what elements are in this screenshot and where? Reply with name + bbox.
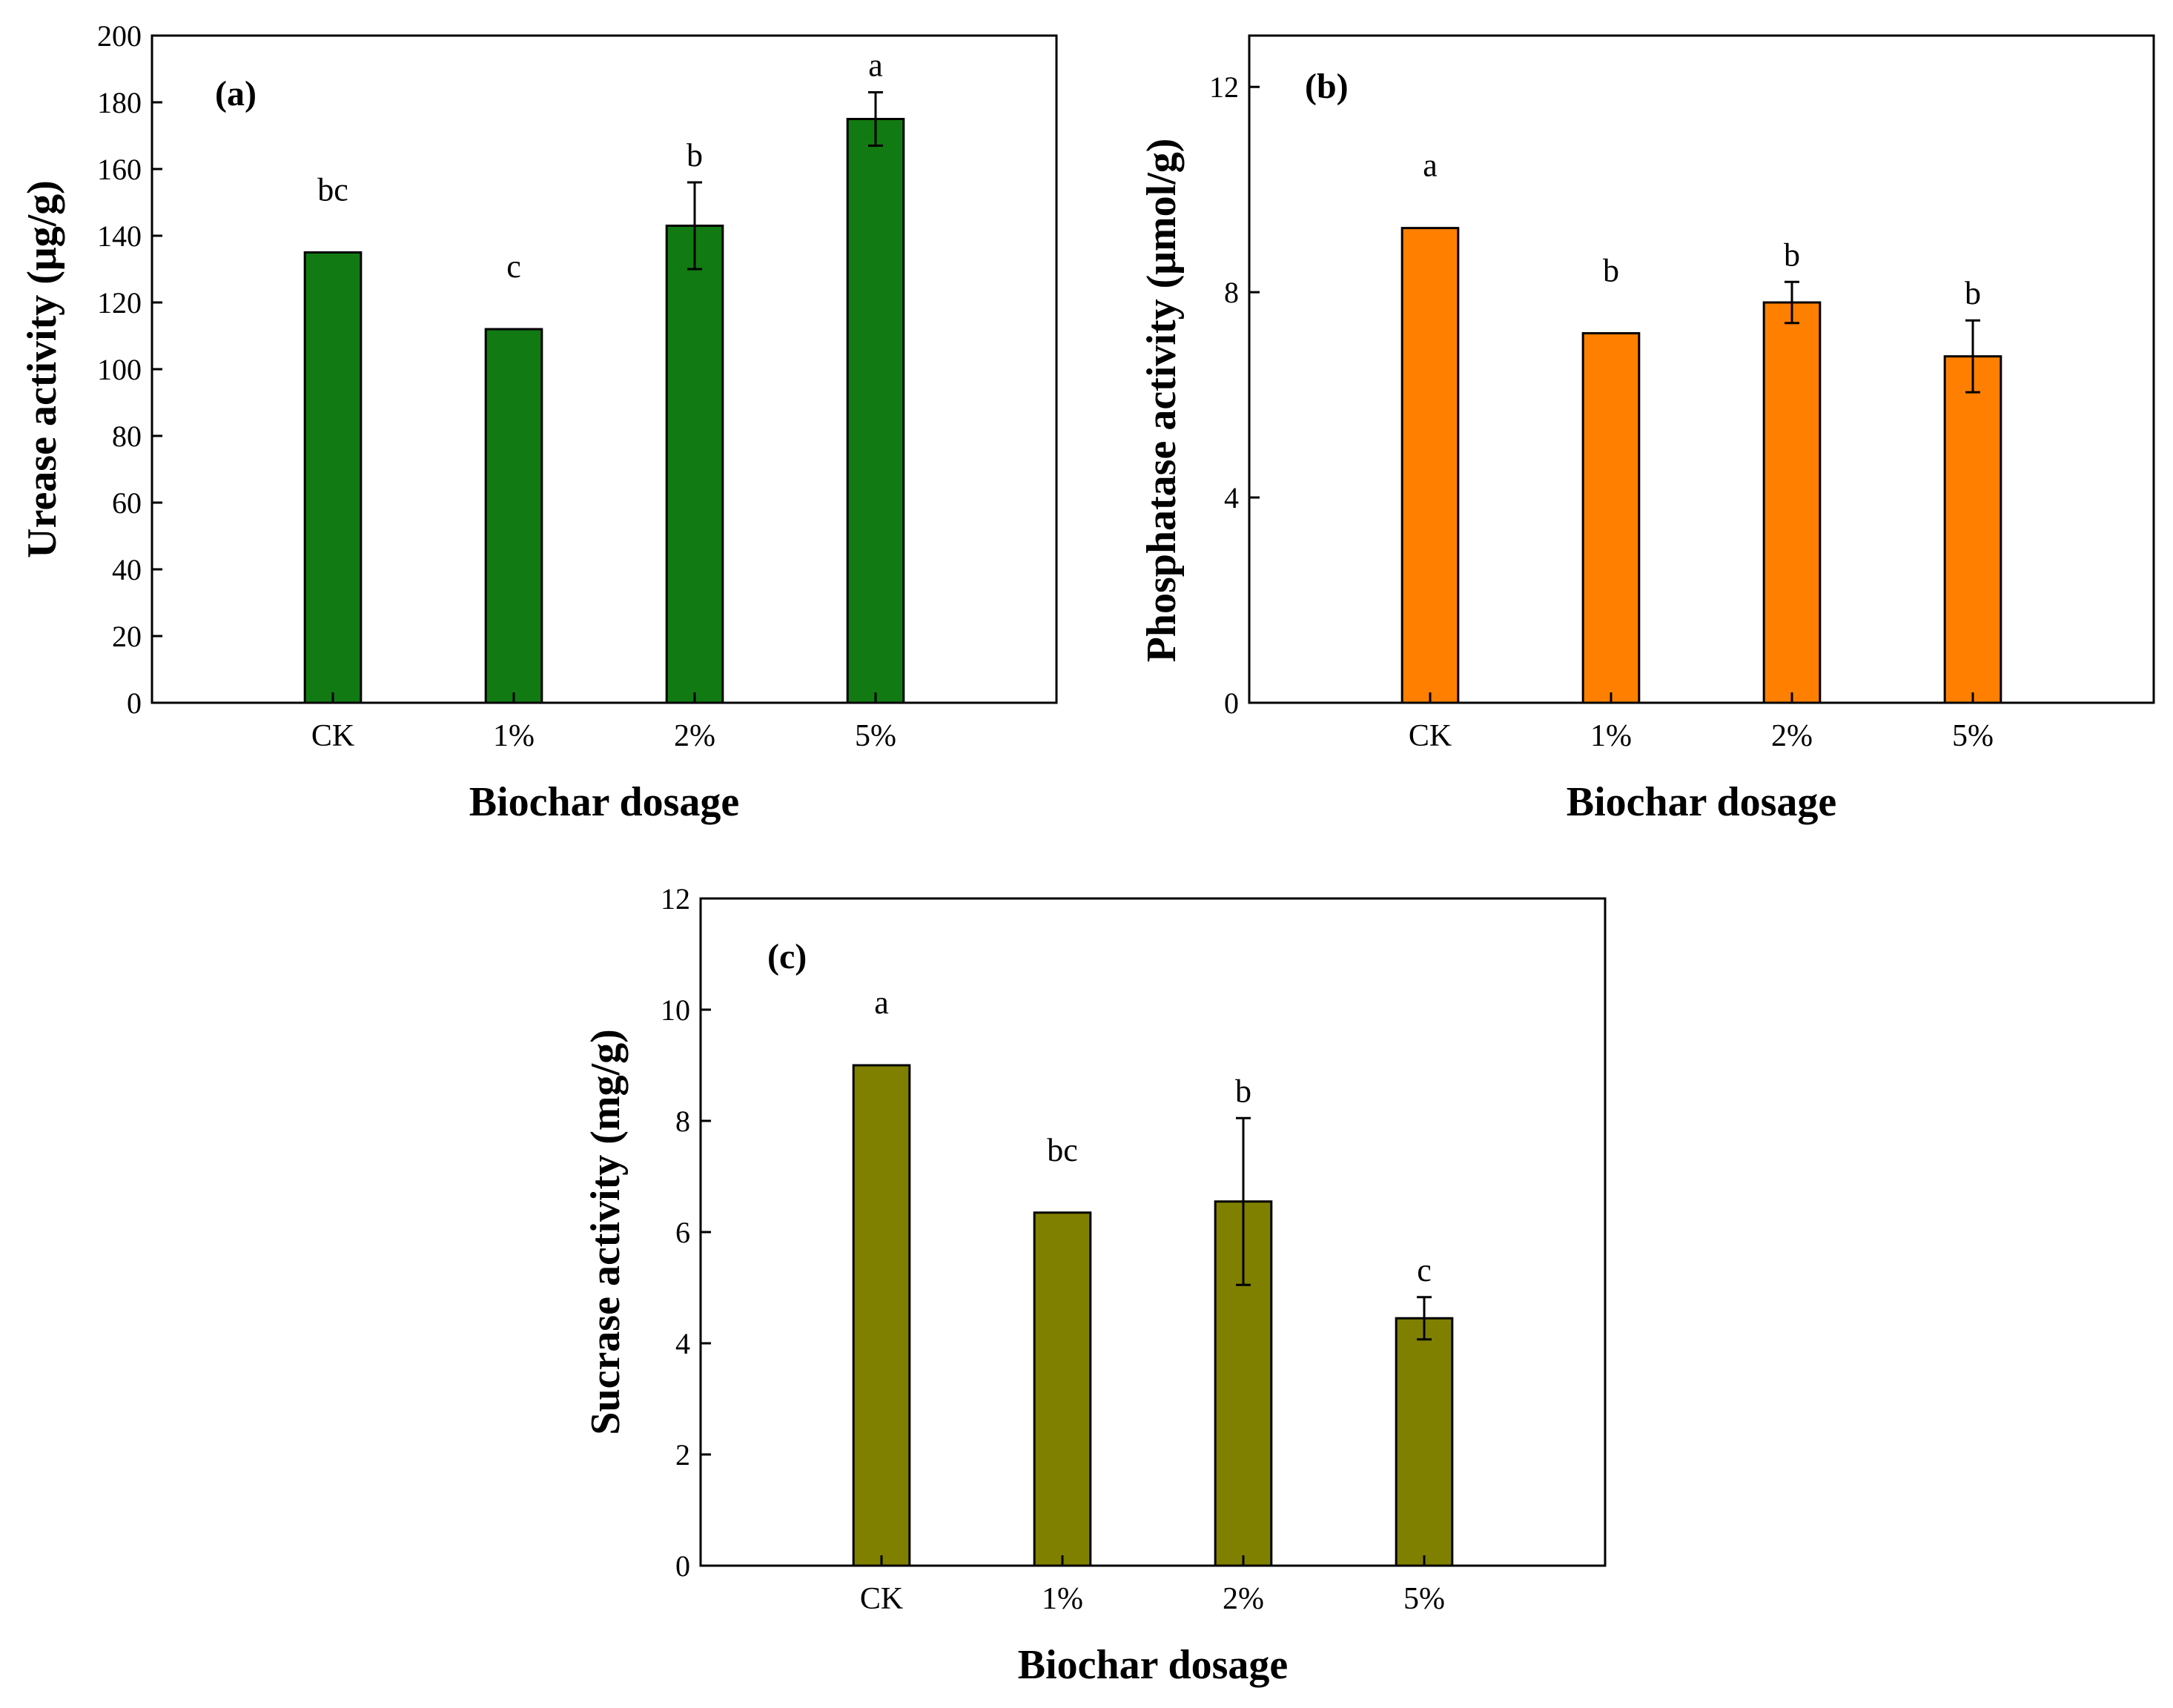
bar bbox=[665, 225, 724, 704]
y-tick-label: 2 bbox=[675, 1438, 690, 1472]
y-tick-label: 180 bbox=[97, 86, 142, 119]
x-tick-label: CK bbox=[860, 1582, 903, 1616]
significance-label: c bbox=[506, 248, 521, 285]
significance-label: b bbox=[1235, 1073, 1251, 1109]
x-axis-title: Biochar dosage bbox=[1567, 779, 1837, 825]
panel-b: 0 4 8 12 a b b b CK 1% 2% 5% (b) Biochar dosage P… bbox=[1139, 34, 2155, 825]
plot-frame bbox=[151, 34, 1058, 704]
significance-label: b bbox=[1784, 236, 1800, 273]
x-axis-title: Biochar dosage bbox=[1018, 1642, 1289, 1688]
y-tick-label: 10 bbox=[661, 993, 690, 1027]
significance-label: a bbox=[1423, 148, 1438, 184]
x-tick-label: 1% bbox=[493, 719, 535, 753]
panel-tag: (b) bbox=[1305, 67, 1349, 106]
significance-label: a bbox=[868, 47, 883, 84]
bar bbox=[484, 328, 543, 704]
y-tick-label: 100 bbox=[97, 353, 142, 386]
bar bbox=[1033, 1211, 1092, 1567]
significance-label: a bbox=[874, 984, 889, 1021]
y-tick-label: 0 bbox=[1224, 686, 1239, 720]
panel-tag: (a) bbox=[215, 74, 257, 113]
panel-tag: (c) bbox=[767, 937, 807, 976]
y-tick-label: 12 bbox=[661, 882, 690, 916]
y-tick-label: 6 bbox=[675, 1216, 690, 1249]
y-tick-label: 140 bbox=[97, 219, 142, 253]
panel-a: 0 20 40 60 80 100 120 140 160 180 200 bc c b a CK 1% 2%… bbox=[19, 19, 1058, 825]
x-tick-label: 5% bbox=[1403, 1582, 1445, 1616]
bar bbox=[1762, 301, 1822, 704]
plot-frame bbox=[1248, 34, 2155, 704]
y-tick-label: 60 bbox=[112, 486, 142, 520]
significance-label: b bbox=[687, 137, 703, 173]
bar bbox=[303, 251, 363, 704]
bar bbox=[1581, 332, 1641, 704]
x-tick-label: 1% bbox=[1042, 1582, 1083, 1616]
x-tick-label: 2% bbox=[674, 719, 715, 753]
y-axis-title: Urease activity (μg/g) bbox=[19, 180, 65, 558]
x-axis-title: Biochar dosage bbox=[469, 779, 740, 825]
y-axis-title: Phosphatase activity (μmol/g) bbox=[1139, 139, 1185, 663]
x-tick-label: CK bbox=[1409, 719, 1452, 753]
y-tick-label: 12 bbox=[1209, 70, 1239, 104]
y-tick-label: 8 bbox=[1224, 276, 1239, 309]
significance-label: b bbox=[1603, 253, 1619, 289]
y-tick-label: 80 bbox=[112, 420, 142, 453]
bar bbox=[1943, 355, 2002, 704]
y-tick-label: 120 bbox=[97, 286, 142, 320]
x-tick-label: 2% bbox=[1223, 1582, 1264, 1616]
x-tick-label: 5% bbox=[855, 719, 896, 753]
plot-frame bbox=[699, 897, 1607, 1567]
bar bbox=[1395, 1317, 1454, 1567]
y-tick-label: 4 bbox=[675, 1327, 690, 1360]
significance-label: bc bbox=[317, 172, 348, 208]
y-tick-label: 0 bbox=[675, 1549, 690, 1583]
x-tick-label: 5% bbox=[1952, 719, 1994, 753]
y-tick-label: 8 bbox=[675, 1105, 690, 1138]
x-tick-label: 2% bbox=[1771, 719, 1813, 753]
x-tick-label: CK bbox=[311, 719, 354, 753]
significance-label: b bbox=[1965, 275, 1981, 311]
bar bbox=[852, 1064, 911, 1567]
y-tick-label: 4 bbox=[1224, 481, 1239, 514]
significance-label: bc bbox=[1047, 1132, 1078, 1168]
x-tick-label: 1% bbox=[1590, 719, 1632, 753]
y-tick-label: 160 bbox=[97, 153, 142, 186]
y-tick-label: 20 bbox=[112, 620, 142, 653]
y-axis-title: Sucrase activity (mg/g) bbox=[583, 1029, 629, 1434]
y-tick-label: 200 bbox=[97, 19, 142, 53]
bar bbox=[1400, 227, 1460, 704]
bar bbox=[846, 118, 905, 704]
significance-label: c bbox=[1417, 1252, 1432, 1288]
y-tick-label: 40 bbox=[112, 553, 142, 586]
y-tick-label: 0 bbox=[127, 686, 142, 720]
